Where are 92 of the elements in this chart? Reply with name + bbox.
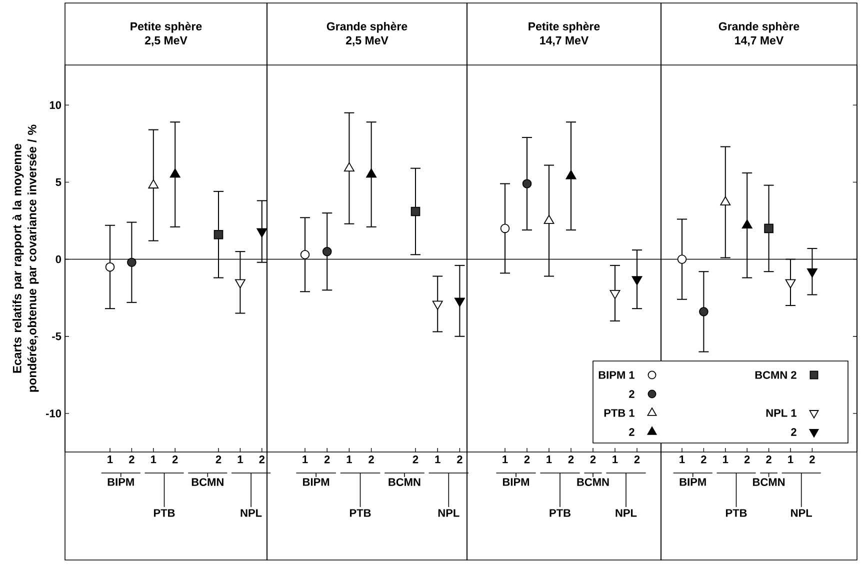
text: BCMN — [577, 478, 609, 486]
text: NPL — [616, 509, 637, 517]
y-tick-label: 0 — [56, 255, 62, 264]
x-tick-label: 2 — [590, 456, 596, 464]
text: BCMN — [388, 478, 420, 486]
text: BIPM — [502, 478, 530, 486]
legend-label: BIPM 1 — [598, 371, 634, 379]
x-tick-label: 1 — [108, 456, 113, 464]
x-tick-label: 2 — [216, 456, 222, 464]
text: BIPM — [108, 478, 134, 486]
point — [742, 219, 752, 229]
point — [300, 250, 310, 260]
x-tick-label: 2 — [259, 456, 265, 464]
text: BCMN — [753, 478, 785, 486]
x-tick-label: 1 — [612, 456, 618, 464]
point — [366, 168, 377, 178]
legend-label: 2 — [791, 428, 796, 436]
text: PTB — [550, 509, 570, 517]
y-axis-title: Ecarts relatifs par rapport à la moyenne pondérée,obtenue par covariance inversée / % — [12, 124, 39, 392]
point — [720, 196, 731, 206]
point — [764, 224, 774, 234]
x-tick-label: 2 — [701, 456, 706, 464]
x-tick-label: 1 — [502, 456, 508, 464]
x-tick-label: 2 — [810, 456, 815, 464]
point — [344, 162, 354, 172]
text: NPL — [438, 509, 460, 517]
point — [127, 258, 136, 267]
text: PTB — [350, 509, 371, 517]
point — [170, 168, 180, 178]
text: BIPM — [303, 478, 330, 486]
x-tick-label: 2 — [524, 456, 530, 464]
text: BCMN — [192, 478, 224, 486]
point — [806, 268, 818, 278]
x-tick-label: 2 — [766, 456, 772, 464]
point — [256, 228, 268, 238]
x-tick-label: 1 — [151, 456, 156, 464]
point — [632, 276, 642, 286]
x-tick-label: 2 — [129, 456, 134, 464]
text: NPL — [240, 509, 262, 517]
chart-subtitle: 2,5 MeV — [144, 36, 188, 46]
y-tick-label: -5 — [52, 332, 62, 340]
chart-subtitle: 14,7 MeV — [735, 36, 784, 46]
legend-label: 2 — [629, 428, 634, 436]
y-tick-label: 5 — [56, 178, 62, 186]
point — [432, 300, 443, 310]
x-tick-label: 1 — [238, 456, 243, 464]
point — [522, 179, 532, 188]
legend-label: NPL 1 — [766, 409, 796, 417]
point — [148, 179, 159, 188]
chart-title: Grande sphère — [718, 22, 800, 33]
point — [105, 262, 115, 272]
x-tick-label: 1 — [346, 456, 352, 464]
point — [214, 230, 224, 240]
x-tick-label: 2 — [568, 456, 574, 464]
y-tick-label: -10 — [46, 410, 62, 418]
text: PTB — [726, 509, 747, 517]
x-tick-label: 2 — [412, 456, 418, 464]
legend-label: BCMN 2 — [755, 371, 796, 379]
x-tick-label: 1 — [302, 456, 308, 464]
chart-subtitle: 14,7 MeV — [540, 36, 589, 46]
point — [500, 224, 510, 234]
x-tick-label: 1 — [546, 456, 552, 464]
y-tick-label: 10 — [50, 101, 62, 109]
x-tick-label: 2 — [634, 456, 640, 464]
x-tick-label: 2 — [324, 456, 330, 464]
point — [785, 279, 796, 288]
legend-label: PTB 1 — [604, 409, 634, 417]
point — [544, 214, 554, 224]
chart-title: Grande sphère — [326, 22, 408, 33]
x-tick-label: 2 — [744, 456, 750, 464]
point — [322, 246, 332, 256]
point — [234, 279, 246, 288]
x-tick-label: 1 — [680, 456, 685, 464]
x-tick-label: 1 — [788, 456, 794, 464]
point — [566, 170, 576, 180]
chart-subtitle: 2,5 MeV — [346, 36, 388, 46]
text: BIPM — [680, 478, 706, 486]
x-tick-label: 2 — [368, 456, 374, 464]
x-tick-label: 2 — [457, 456, 462, 464]
point — [454, 298, 465, 307]
point — [699, 307, 708, 316]
chart-title: Petite sphère — [130, 22, 202, 33]
x-tick-label: 2 — [172, 456, 178, 464]
text: PTB — [154, 509, 175, 517]
legend-label: 2 — [629, 390, 634, 398]
point — [610, 290, 620, 300]
point — [410, 206, 420, 216]
chart-title: Petite sphère — [528, 22, 600, 33]
text: NPL — [791, 509, 812, 517]
point — [677, 254, 687, 264]
x-tick-label: 1 — [723, 456, 728, 464]
x-tick-label: 1 — [435, 456, 440, 464]
